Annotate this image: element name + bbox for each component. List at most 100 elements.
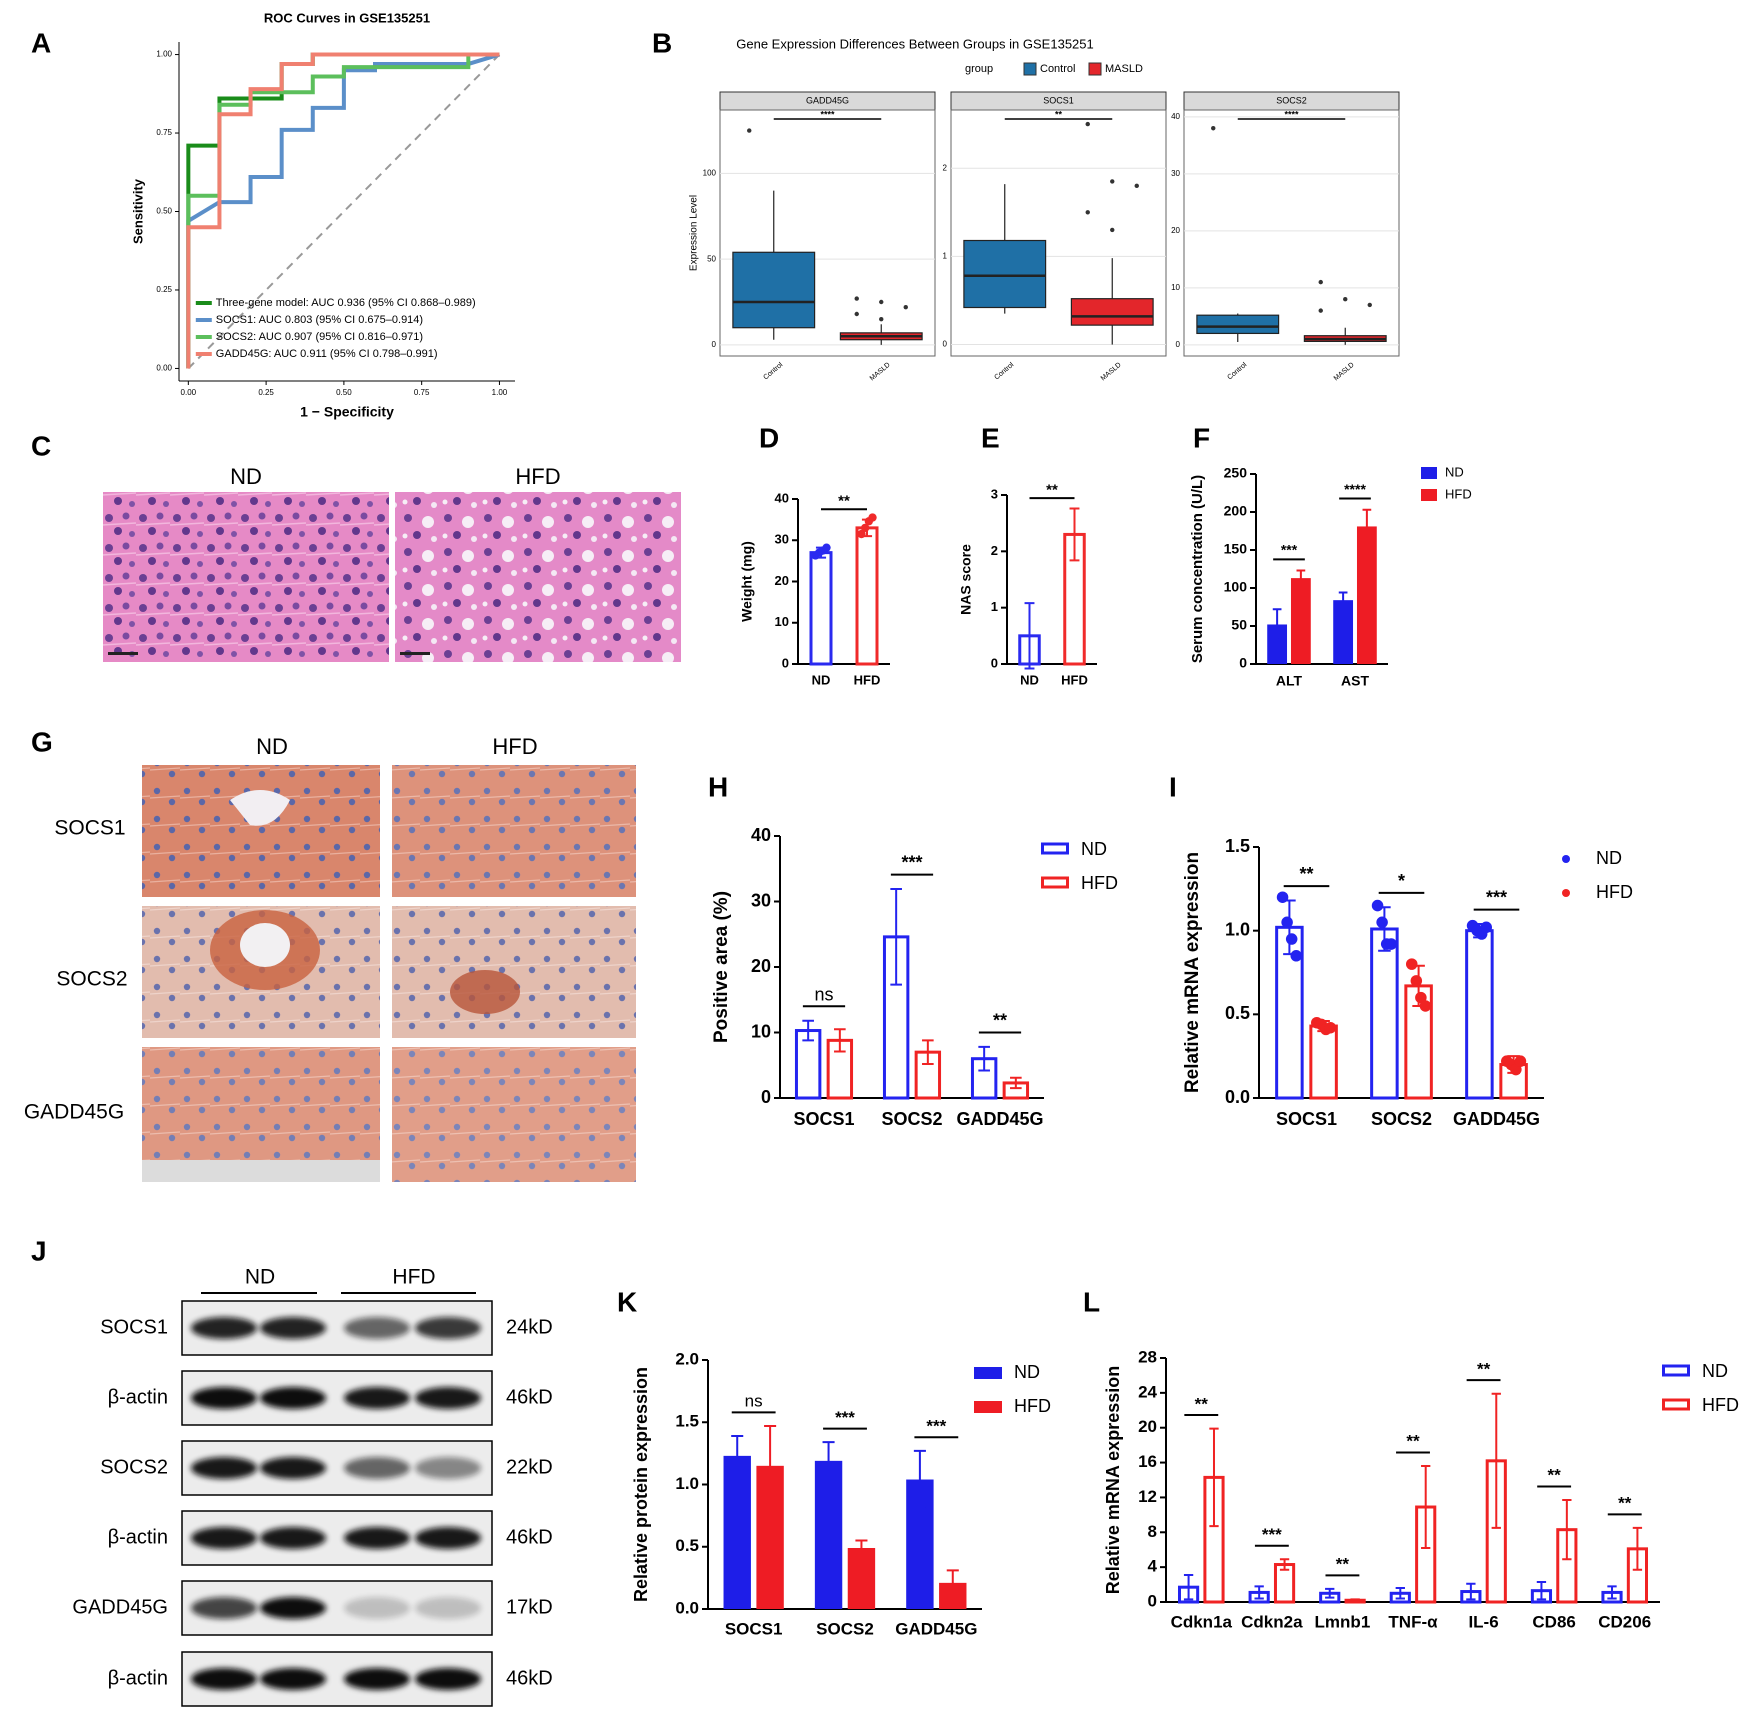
error-bar [834, 1028, 846, 1053]
row-label: SOCS1 [100, 1316, 168, 1338]
bar [809, 551, 833, 666]
facet-title: GADD45G [806, 95, 849, 105]
error-bar [1069, 507, 1080, 562]
legend-label: Three-gene model: AUC 0.936 (95% CI 0.86… [216, 297, 476, 309]
row-label: β-actin [108, 1667, 168, 1689]
y-tick-label: 10 [751, 1021, 771, 1041]
sig-label: ns [745, 1392, 763, 1411]
x-tick-label: ND [812, 672, 831, 687]
x-tick-label: SOCS2 [1371, 1109, 1432, 1129]
y-tick-label: 2 [943, 163, 948, 172]
y-tick-label: 0.00 [156, 364, 172, 373]
y-axis-label: Relative mRNA expression [1103, 1366, 1123, 1594]
sig-label: **** [1344, 481, 1366, 497]
y-axis-label: Relative protein expression [631, 1367, 651, 1602]
error-bar [1536, 1580, 1547, 1601]
data-point [1406, 958, 1418, 970]
column-label: HFD [492, 734, 537, 759]
y-tick-label: 200 [1224, 503, 1248, 519]
y-tick-label: 2 [991, 543, 998, 558]
box [1070, 298, 1154, 326]
x-axis-label: 1 − Specificity [300, 404, 394, 420]
x-tick-label: SOCS1 [793, 1109, 854, 1129]
y-tick-label: 16 [1138, 1452, 1157, 1471]
x-tick-label: Control [1226, 361, 1248, 381]
error-bar [1362, 508, 1372, 545]
row-label: GADD45G [72, 1596, 168, 1618]
legend-label: ND [1445, 464, 1464, 479]
legend-label: HFD [1596, 882, 1633, 902]
error-bar [978, 1045, 990, 1072]
y-tick-label: 28 [1138, 1347, 1157, 1366]
ihc-image [142, 1047, 380, 1182]
panel-letter: E [981, 422, 1000, 453]
blot-band [344, 1597, 410, 1619]
group-label: ND [245, 1266, 275, 1289]
y-tick-label: 4 [1148, 1557, 1158, 1576]
blot-band [415, 1668, 481, 1690]
ihc-images [142, 765, 636, 1182]
legend-label: Control [1040, 63, 1075, 75]
outlier [1211, 126, 1216, 131]
error-bar [1338, 591, 1348, 609]
legend-label: SOCS2: AUC 0.907 (95% CI 0.816–0.971) [216, 331, 423, 343]
error-bar [1607, 1585, 1617, 1600]
sig-label: *** [835, 1408, 855, 1427]
bar [1267, 624, 1288, 664]
size-label: 17kD [506, 1596, 553, 1618]
sig-label: ** [1548, 1466, 1562, 1485]
data-point [1419, 1000, 1432, 1012]
y-tick-label: 40 [1171, 112, 1180, 121]
legend-label: HFD [1081, 873, 1118, 893]
bar [1370, 927, 1399, 1100]
outlier [854, 311, 859, 317]
x-tick-label: MASLD [1333, 362, 1356, 383]
western-blot: SOCS1 24kD β-actin 46kD SOCS2 22kD β-actin 46kD… [72, 1300, 553, 1707]
scale-bar [108, 652, 138, 655]
y-tick-label: 50 [707, 254, 716, 263]
y-tick-label: 1.0 [1225, 919, 1250, 939]
y-axis-label: Positive area (%) [711, 891, 732, 1043]
outlier [854, 296, 859, 301]
error-bar [1024, 602, 1035, 670]
y-tick-label: 30 [775, 532, 789, 547]
outlier [1085, 210, 1090, 215]
blot-band [415, 1387, 481, 1409]
sig-label: *** [1262, 1525, 1282, 1544]
y-axis-label: Serum concentration (U/L) [1189, 475, 1206, 663]
x-tick-label: Cdkn1a [1171, 1612, 1233, 1631]
row-label: SOCS2 [100, 1456, 168, 1478]
x-tick-label: HFD [854, 672, 881, 687]
data-point [1410, 975, 1423, 987]
panel-letter: J [31, 1235, 47, 1266]
y-tick-label: 100 [703, 169, 717, 178]
legend-label: ND [1596, 848, 1622, 868]
blot-band [191, 1527, 257, 1549]
y-tick-label: 10 [775, 614, 789, 629]
y-tick-label: 1.00 [156, 50, 172, 59]
error-bar [822, 1441, 835, 1481]
legend-label: ND [1702, 1361, 1728, 1381]
blot-band [260, 1387, 326, 1409]
outlier [903, 304, 908, 310]
x-tick-label: GADD45G [956, 1109, 1043, 1129]
data-point [1480, 921, 1492, 934]
error-bar [1421, 1465, 1431, 1549]
bar [847, 1547, 876, 1609]
panel-letter: K [617, 1286, 637, 1317]
data-point [822, 543, 831, 552]
facet-title: SOCS2 [1276, 95, 1307, 105]
error-bar [922, 1039, 934, 1065]
legend-swatch [1662, 1398, 1690, 1411]
size-label: 46kD [506, 1386, 553, 1408]
y-tick-label: 0 [991, 655, 998, 670]
legend-label: HFD [1445, 486, 1472, 501]
data-point [1290, 950, 1302, 962]
error-bar [1010, 1076, 1022, 1090]
outlier [1318, 308, 1323, 313]
row-label: SOCS1 [54, 817, 125, 840]
blot-band [415, 1317, 481, 1339]
legend-swatch [1662, 1364, 1690, 1377]
panel-letter: L [1083, 1286, 1100, 1317]
